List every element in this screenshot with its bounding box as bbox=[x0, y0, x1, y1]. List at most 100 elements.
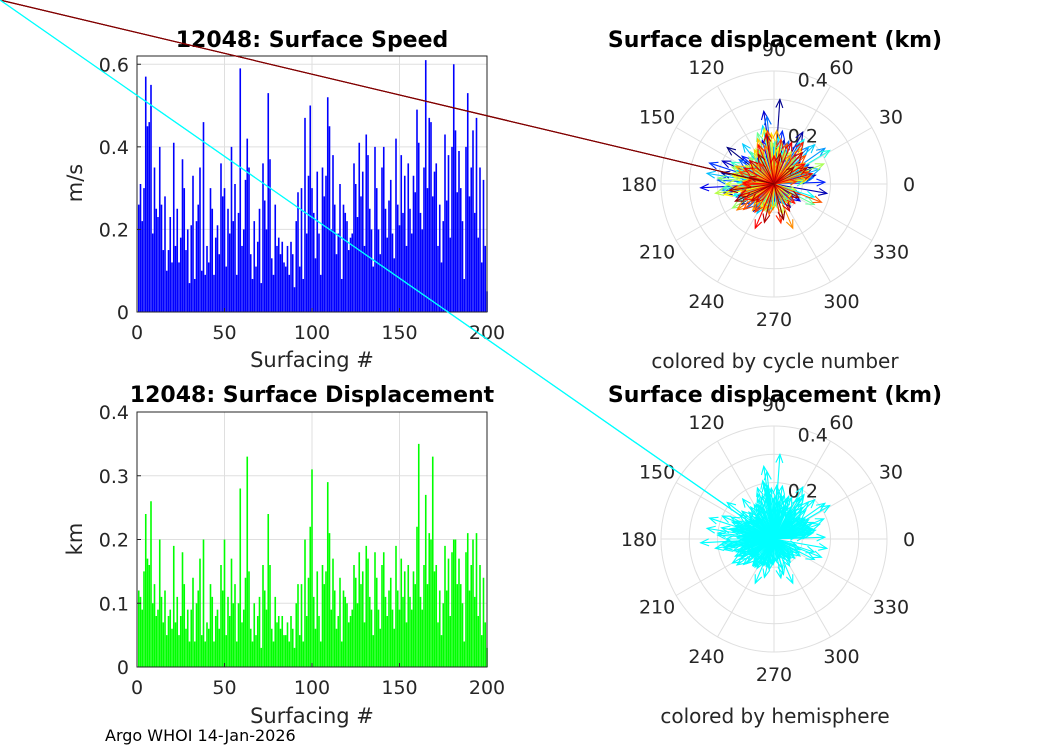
polar-cycle-angle-label: 90 bbox=[762, 39, 786, 61]
polar-cycle-radius-label: 0.4 bbox=[798, 70, 828, 92]
polar-cycle-displacement-arrow bbox=[0, 0, 775, 185]
polar-hemisphere-displacement-arrow bbox=[773, 538, 800, 554]
polar-hemisphere-arrow-shaft bbox=[773, 522, 794, 540]
polar-cycle-arrow-head bbox=[806, 143, 816, 154]
polar-cycle-arrow-head bbox=[782, 201, 791, 213]
polar-hemisphere-angle-label: 120 bbox=[688, 412, 724, 434]
polar-hemisphere-displacement-arrow bbox=[773, 507, 783, 540]
polar-hemisphere-arrow-head bbox=[737, 525, 749, 534]
polar-cycle-arrow-head bbox=[784, 141, 793, 152]
polar-hemisphere-arrow-head bbox=[780, 497, 789, 508]
polar-cycle-arrow-head bbox=[748, 175, 758, 183]
polar-cycle-caption: colored by cycle number bbox=[651, 349, 899, 373]
polar-cycle-angle-label: 330 bbox=[873, 242, 909, 264]
polar-hemisphere-arrow-shaft bbox=[773, 507, 803, 540]
polar-hemisphere-arrow-head bbox=[716, 529, 727, 538]
polar-hemisphere-arrow-shaft bbox=[773, 497, 804, 540]
polar-cycle-displacement-arrow bbox=[773, 183, 823, 204]
polar-hemisphere-radius-label: 0.2 bbox=[788, 480, 818, 502]
polar-cycle-arrow-shaft bbox=[0, 0, 775, 185]
polar-cycle-angle-label: 60 bbox=[829, 57, 853, 79]
polar-cycle-arrow-shaft bbox=[765, 133, 775, 185]
polar-cycle-displacement-arrow bbox=[773, 171, 814, 185]
polar-cycle-displacement-arrow bbox=[773, 166, 795, 185]
polar-cycle-title: Surface displacement (km) bbox=[608, 28, 942, 53]
polar-hemisphere-displacement-arrow bbox=[773, 506, 804, 540]
polar-hemisphere-arrow-head bbox=[735, 557, 746, 566]
polar-hemisphere-arrow-head bbox=[741, 535, 752, 544]
polar-cycle-arrow-head bbox=[738, 158, 749, 168]
polar-hemisphere-title: Surface displacement (km) bbox=[608, 383, 942, 408]
polar-hemisphere-displacement-arrow bbox=[733, 538, 775, 557]
polar-hemisphere-arrow-head bbox=[755, 549, 764, 559]
polar-cycle-arrow-head bbox=[722, 188, 734, 197]
polar-hemisphere-arrow-shaft bbox=[742, 537, 775, 540]
polar-cycle-arrow-head bbox=[748, 159, 759, 169]
polar-hemisphere-displacement-arrow bbox=[762, 538, 775, 579]
polar-cycle-arrow-head bbox=[795, 141, 804, 152]
polar-cycle-angle-label: 120 bbox=[688, 57, 724, 79]
polar-cycle-arrow-head bbox=[734, 165, 745, 174]
polar-hemisphere-angle-label: 300 bbox=[823, 646, 859, 668]
polar-hemisphere-arrow-head bbox=[708, 516, 719, 525]
speed-chart-title: 12048: Surface Speed bbox=[176, 28, 449, 53]
polar-cycle-displacement-arrow bbox=[762, 183, 775, 224]
polar-hemisphere-arrow-head bbox=[731, 526, 742, 535]
polar-cycle-arrow-shaft bbox=[773, 152, 803, 185]
polar-hemisphere-arrow-head bbox=[786, 550, 796, 560]
polar-hemisphere-arrow-head bbox=[782, 551, 791, 561]
polar-cycle-arrow-head bbox=[814, 163, 826, 171]
speed-x-tick-label: 0 bbox=[131, 322, 143, 344]
polar-hemisphere-arrow-shaft bbox=[773, 498, 788, 540]
polar-hemisphere-arrow-head bbox=[721, 515, 732, 523]
footer-credit: Argo WHOI 14-Jan-2026 bbox=[105, 726, 296, 745]
polar-cycle-arrow-head bbox=[725, 185, 736, 194]
polar-hemisphere-displacement-arrow bbox=[770, 509, 778, 539]
polar-hemisphere-arrow-head bbox=[770, 509, 778, 519]
polar-cycle-arrow-head bbox=[786, 166, 795, 175]
polar-hemisphere-displacement-arrow bbox=[757, 507, 775, 540]
polar-cycle-arrow-head bbox=[780, 142, 789, 153]
polar-cycle-arrow-head bbox=[716, 174, 727, 183]
polar-hemisphere-displacement-arrow bbox=[742, 522, 775, 540]
polar-cycle-chart: 03060901201501802102402703003300.20.4Sur… bbox=[0, 0, 942, 373]
polar-hemisphere-arrow-head bbox=[789, 534, 798, 541]
polar-cycle-angle-label: 210 bbox=[639, 242, 675, 264]
polar-hemisphere-arrow-shaft bbox=[773, 522, 808, 540]
displacement-y-label: km bbox=[63, 523, 87, 556]
polar-cycle-arrow-head bbox=[758, 162, 767, 171]
polar-hemisphere-arrow-head bbox=[810, 522, 822, 531]
polar-hemisphere-arrow-shaft bbox=[773, 536, 797, 540]
polar-cycle-arrow-head bbox=[741, 142, 751, 153]
polar-cycle-arrow-head bbox=[749, 150, 759, 161]
polar-hemisphere-arrow-shaft bbox=[765, 488, 775, 540]
polar-cycle-displacement-arrow bbox=[750, 166, 775, 185]
polar-cycle-arrow-head bbox=[750, 166, 760, 175]
polar-hemisphere-arrow-head bbox=[805, 552, 816, 561]
speed-y-tick-label: 0.4 bbox=[99, 137, 129, 159]
speed-x-tick-label: 50 bbox=[212, 322, 236, 344]
polar-cycle-arrow-head bbox=[727, 185, 739, 194]
polar-hemisphere-arrow-shaft bbox=[773, 538, 785, 575]
polar-cycle-arrow-head bbox=[763, 115, 772, 126]
polar-hemisphere-arrow-head bbox=[777, 565, 786, 576]
polar-cycle-arrow-shaft bbox=[773, 167, 794, 185]
polar-cycle-radius-label: 0.2 bbox=[788, 125, 818, 147]
polar-cycle-arrow-head bbox=[750, 193, 760, 202]
speed-y-tick-label: 0.6 bbox=[99, 54, 129, 76]
polar-hemisphere-displacement-arrow bbox=[773, 538, 829, 551]
polar-hemisphere-arrow-shaft bbox=[757, 499, 775, 540]
polar-hemisphere-arrow-head bbox=[699, 538, 710, 547]
polar-cycle-arrow-head bbox=[817, 187, 829, 196]
polar-hemisphere-radius-label: 0.4 bbox=[798, 425, 828, 447]
polar-cycle-arrow-head bbox=[742, 167, 754, 176]
polar-cycle-displacement-arrow bbox=[763, 132, 775, 185]
polar-hemisphere-arrow-shaft bbox=[754, 538, 775, 584]
polar-cycle-arrow-head bbox=[812, 195, 823, 204]
polar-cycle-arrow-shaft bbox=[773, 173, 813, 185]
speed-y-tick-label: 0 bbox=[117, 302, 129, 324]
displacement-x-tick-label: 100 bbox=[294, 677, 330, 699]
polar-cycle-arrow-head bbox=[785, 219, 794, 230]
polar-cycle-arrow-shaft bbox=[757, 153, 775, 185]
polar-hemisphere-angle-label: 210 bbox=[639, 597, 675, 619]
